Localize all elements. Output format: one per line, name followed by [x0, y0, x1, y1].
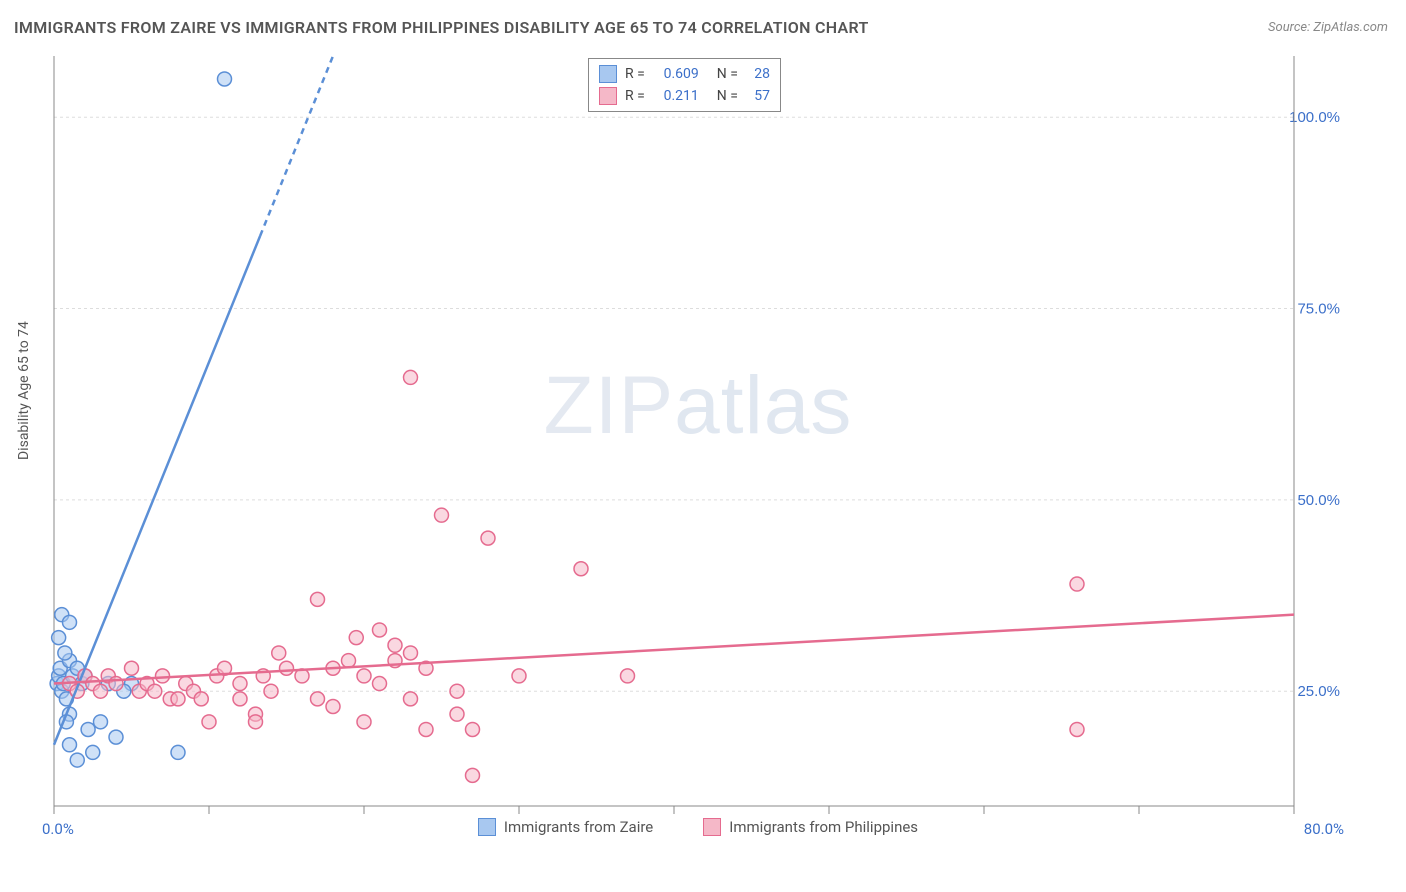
legend-label-philippines: Immigrants from Philippines: [729, 818, 918, 836]
n-label: N =: [717, 85, 738, 107]
svg-text:25.0%: 25.0%: [1297, 683, 1340, 700]
stats-legend: R = 0.609 N = 28 R = 0.211 N = 57: [588, 58, 781, 112]
x-axis-end-label: 80.0%: [1304, 820, 1344, 838]
stats-row-zaire: R = 0.609 N = 28: [599, 63, 770, 85]
swatch-philippines: [703, 818, 721, 836]
svg-text:75.0%: 75.0%: [1297, 301, 1340, 318]
bottom-legend: Immigrants from Zaire Immigrants from Ph…: [48, 818, 1348, 836]
swatch-zaire: [599, 65, 617, 83]
n-label: N =: [717, 63, 738, 85]
legend-label-zaire: Immigrants from Zaire: [504, 818, 653, 836]
swatch-philippines: [599, 87, 617, 105]
legend-item-zaire: Immigrants from Zaire: [478, 818, 653, 836]
svg-text:100.0%: 100.0%: [1289, 109, 1340, 126]
n-value-zaire: 28: [746, 63, 770, 85]
y-axis-label: Disability Age 65 to 74: [16, 321, 32, 460]
n-value-philippines: 57: [746, 85, 770, 107]
stats-row-philippines: R = 0.211 N = 57: [599, 85, 770, 107]
r-label: R =: [625, 63, 645, 85]
legend-item-philippines: Immigrants from Philippines: [703, 818, 918, 836]
source-attribution: Source: ZipAtlas.com: [1268, 20, 1388, 35]
r-value-zaire: 0.609: [653, 63, 699, 85]
chart-title: IMMIGRANTS FROM ZAIRE VS IMMIGRANTS FROM…: [14, 18, 869, 37]
svg-text:50.0%: 50.0%: [1297, 492, 1340, 509]
r-label: R =: [625, 85, 645, 107]
x-axis-start-label: 0.0%: [42, 820, 74, 838]
swatch-zaire: [478, 818, 496, 836]
chart-area: 25.0%50.0%75.0%100.0% ZIPatlas R = 0.609…: [48, 50, 1348, 840]
r-value-philippines: 0.211: [653, 85, 699, 107]
scatter-chart-svg: 25.0% 50.0% 75.0% 100.0%: [48, 50, 1348, 840]
